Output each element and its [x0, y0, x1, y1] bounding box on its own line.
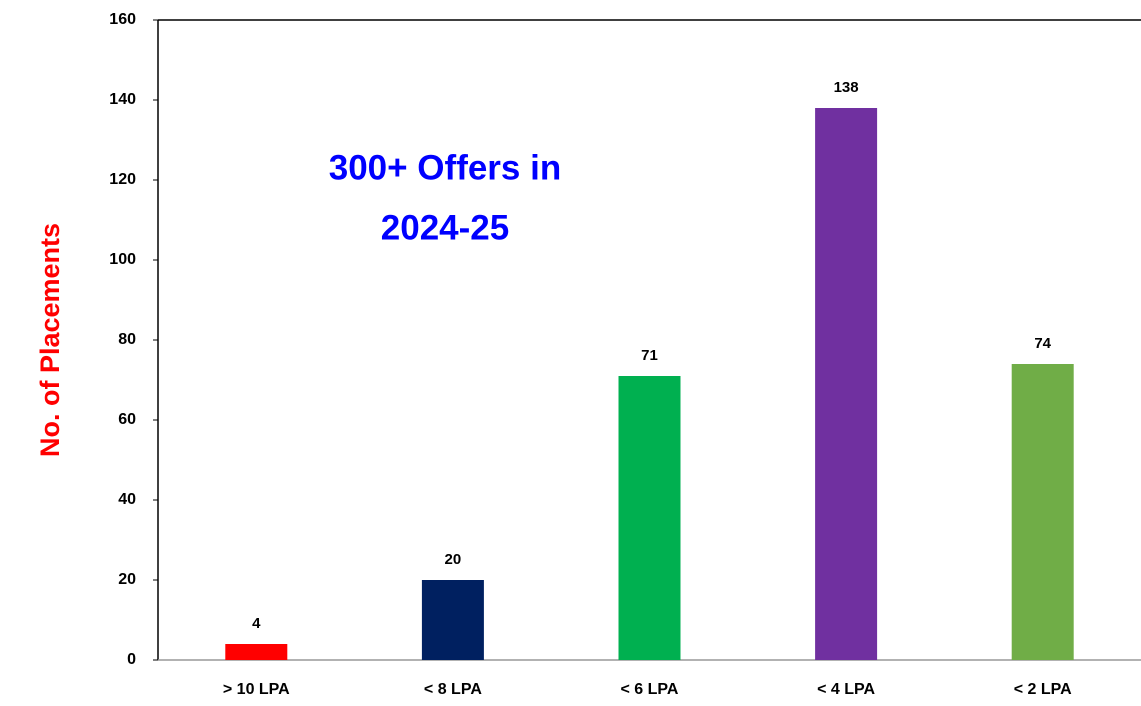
x-tick-label: < 4 LPA	[817, 681, 875, 698]
y-tick-label: 20	[118, 571, 136, 588]
y-tick-label: 140	[109, 91, 136, 108]
data-label: 71	[641, 347, 658, 364]
y-tick-label: 80	[118, 331, 136, 348]
bar	[421, 580, 484, 660]
data-label: 4	[252, 615, 261, 632]
bar	[815, 108, 878, 660]
annotation: 2024-25	[381, 208, 509, 247]
bar	[1011, 364, 1074, 660]
bar	[225, 644, 288, 660]
data-label: 138	[834, 79, 859, 96]
y-tick-label: 60	[118, 411, 136, 428]
y-tick-label: 0	[127, 651, 136, 668]
y-tick-label: 40	[118, 491, 136, 508]
bar	[618, 376, 681, 660]
y-tick-label: 160	[109, 11, 136, 28]
y-axis-label: No. of Placements	[35, 223, 65, 457]
x-tick-label: < 2 LPA	[1014, 681, 1072, 698]
x-tick-label: < 6 LPA	[621, 681, 679, 698]
y-tick-label: 120	[109, 171, 136, 188]
x-tick-label: > 10 LPA	[223, 681, 290, 698]
annotation: 300+ Offers in	[329, 148, 561, 187]
y-tick-label: 100	[109, 251, 136, 268]
data-label: 20	[445, 551, 462, 568]
data-label: 74	[1034, 335, 1051, 352]
x-tick-label: < 8 LPA	[424, 681, 482, 698]
